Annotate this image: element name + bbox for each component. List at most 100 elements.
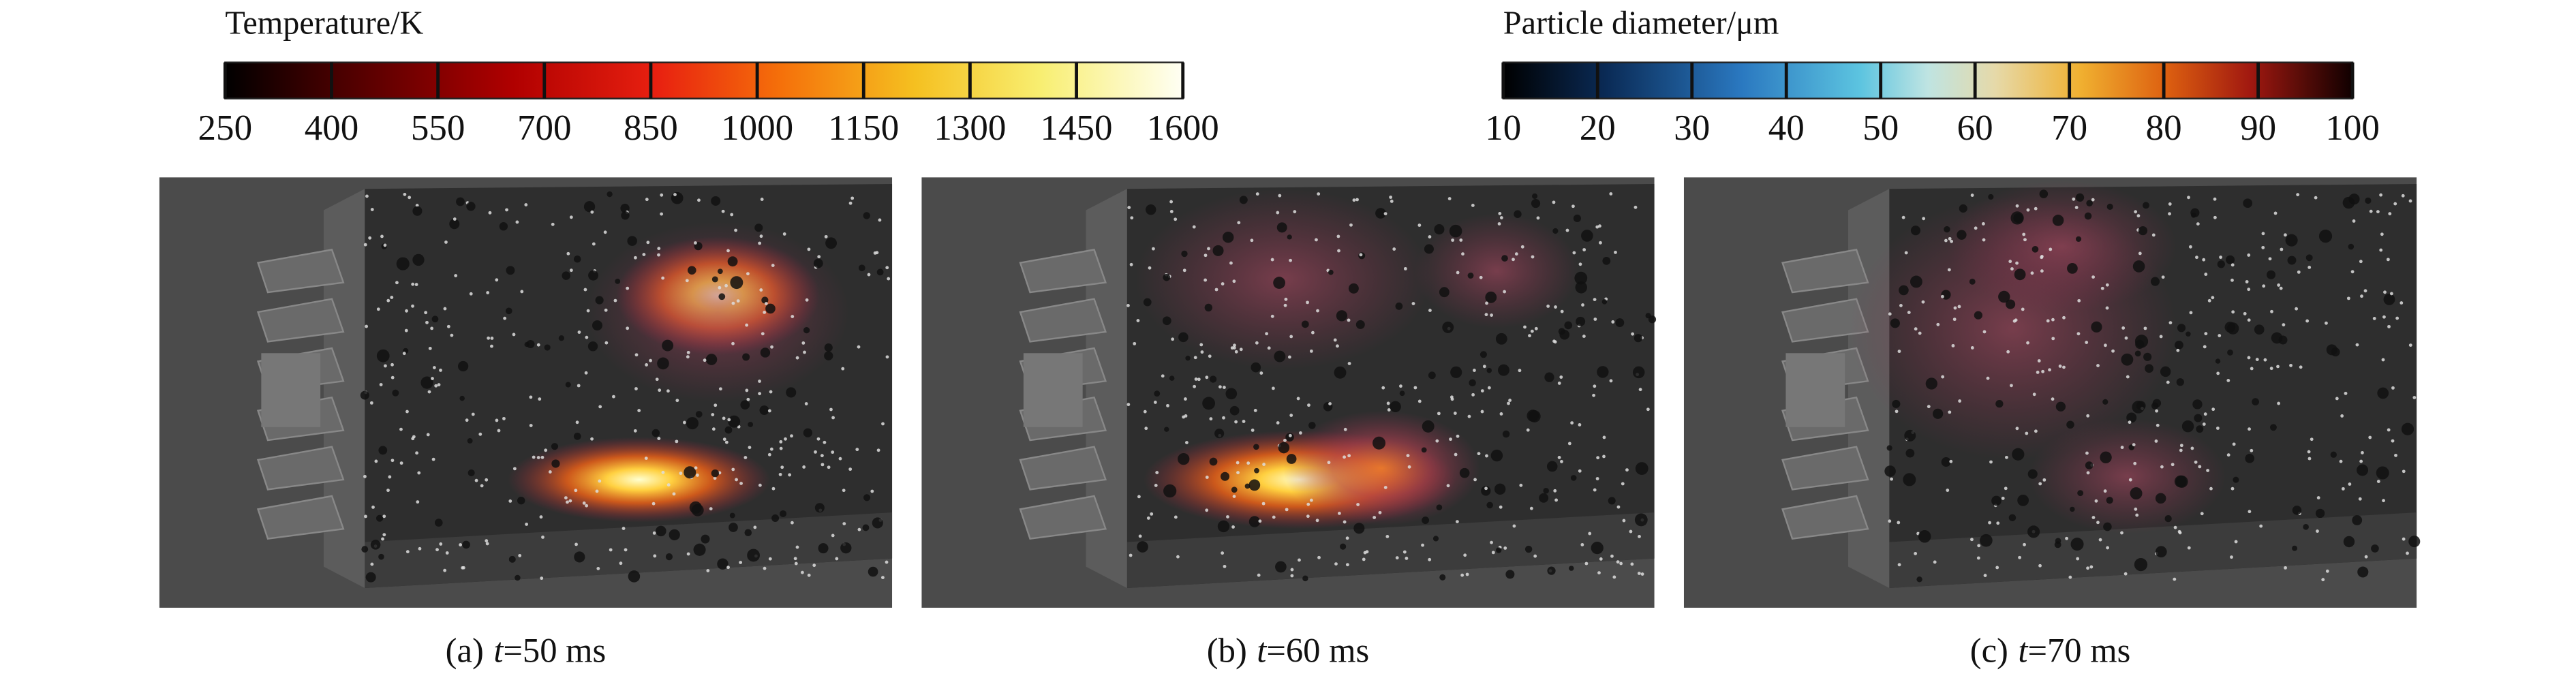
particle: [1524, 545, 1533, 553]
particle: [427, 390, 431, 394]
particle: [2132, 443, 2136, 447]
particle: [1278, 194, 1282, 198]
particle: [1153, 401, 1157, 404]
particle: [2314, 196, 2318, 200]
particle: [813, 258, 823, 268]
particle: [2371, 544, 2379, 553]
particle: [1449, 224, 1462, 238]
particle: [1564, 321, 1573, 330]
particle: [1421, 543, 1424, 547]
particle: [730, 213, 734, 217]
particle: [1951, 343, 1955, 347]
particle: [603, 230, 607, 234]
particle: [2010, 384, 2013, 388]
particle: [1399, 390, 1405, 397]
particle: [2399, 301, 2404, 305]
particle: [1570, 475, 1577, 481]
particle: [1199, 343, 1203, 347]
particle: [1411, 302, 1415, 305]
particle: [1209, 417, 1213, 421]
particle: [1205, 508, 1209, 512]
particle: [805, 298, 809, 302]
particle: [1490, 313, 1494, 317]
particle: [1253, 409, 1257, 412]
particle: [2132, 260, 2145, 273]
particle: [1495, 333, 1507, 345]
particle: [459, 543, 463, 546]
particle: [646, 241, 650, 245]
particle: [1588, 531, 1592, 536]
particle: [1888, 312, 1892, 316]
particle: [706, 569, 710, 572]
particle: [524, 203, 528, 206]
swirler-blade: [256, 446, 345, 491]
particle: [595, 489, 599, 493]
particle: [626, 286, 630, 290]
particle: [2091, 516, 2096, 519]
particle: [1205, 476, 1209, 479]
particle: [1635, 462, 1649, 476]
particle: [1981, 222, 1985, 226]
particle: [821, 463, 825, 467]
particle: [1154, 484, 1158, 487]
particle: [652, 531, 656, 535]
particle: [1203, 253, 1208, 258]
particle: [2247, 318, 2251, 322]
particle: [1490, 449, 1503, 462]
particle: [1593, 384, 1597, 388]
particle: [771, 264, 775, 267]
particle: [1593, 298, 1597, 302]
particle: [767, 452, 771, 457]
particle: [505, 208, 508, 212]
particle: [540, 455, 545, 459]
particle: [2245, 454, 2255, 463]
particle: [1890, 318, 1900, 328]
particle: [2230, 486, 2235, 491]
particle: [628, 570, 641, 583]
particle: [1144, 427, 1148, 431]
particle: [878, 218, 882, 222]
particle: [1385, 535, 1390, 538]
particle: [1126, 304, 1130, 307]
particle: [370, 562, 374, 566]
particle: [786, 387, 797, 398]
particle: [763, 566, 767, 570]
particle: [1459, 467, 1470, 478]
particle: [1395, 303, 1403, 310]
particle: [1958, 399, 1962, 403]
particle: [2344, 391, 2348, 395]
particle: [2245, 280, 2249, 283]
particle: [1403, 266, 1407, 271]
particle: [2230, 278, 2234, 282]
particle: [803, 428, 813, 437]
particle: [693, 543, 706, 556]
particle: [1161, 374, 1165, 378]
particle: [1150, 512, 1154, 516]
particle: [2359, 260, 2363, 264]
particle: [759, 234, 763, 238]
particle: [2376, 480, 2380, 483]
particle: [788, 473, 792, 477]
particle: [2303, 524, 2309, 530]
particle: [1298, 558, 1301, 562]
particle: [782, 232, 786, 236]
particle: [2075, 236, 2082, 242]
particle: [691, 504, 704, 516]
particle: [2213, 197, 2217, 201]
particle: [383, 364, 387, 368]
particle: [363, 243, 367, 247]
particle: [771, 514, 780, 522]
particle: [1921, 300, 1925, 304]
particle: [431, 315, 439, 323]
particle: [1162, 316, 1171, 326]
particle: [876, 268, 884, 276]
particle: [1480, 409, 1484, 414]
particle: [1285, 433, 1294, 442]
particle: [1203, 278, 1208, 282]
particle: [2145, 364, 2153, 373]
particle: [1284, 297, 1288, 301]
particle: [1523, 325, 1527, 329]
particle: [1421, 447, 1427, 453]
particle: [1953, 306, 1957, 310]
particle: [633, 256, 637, 260]
